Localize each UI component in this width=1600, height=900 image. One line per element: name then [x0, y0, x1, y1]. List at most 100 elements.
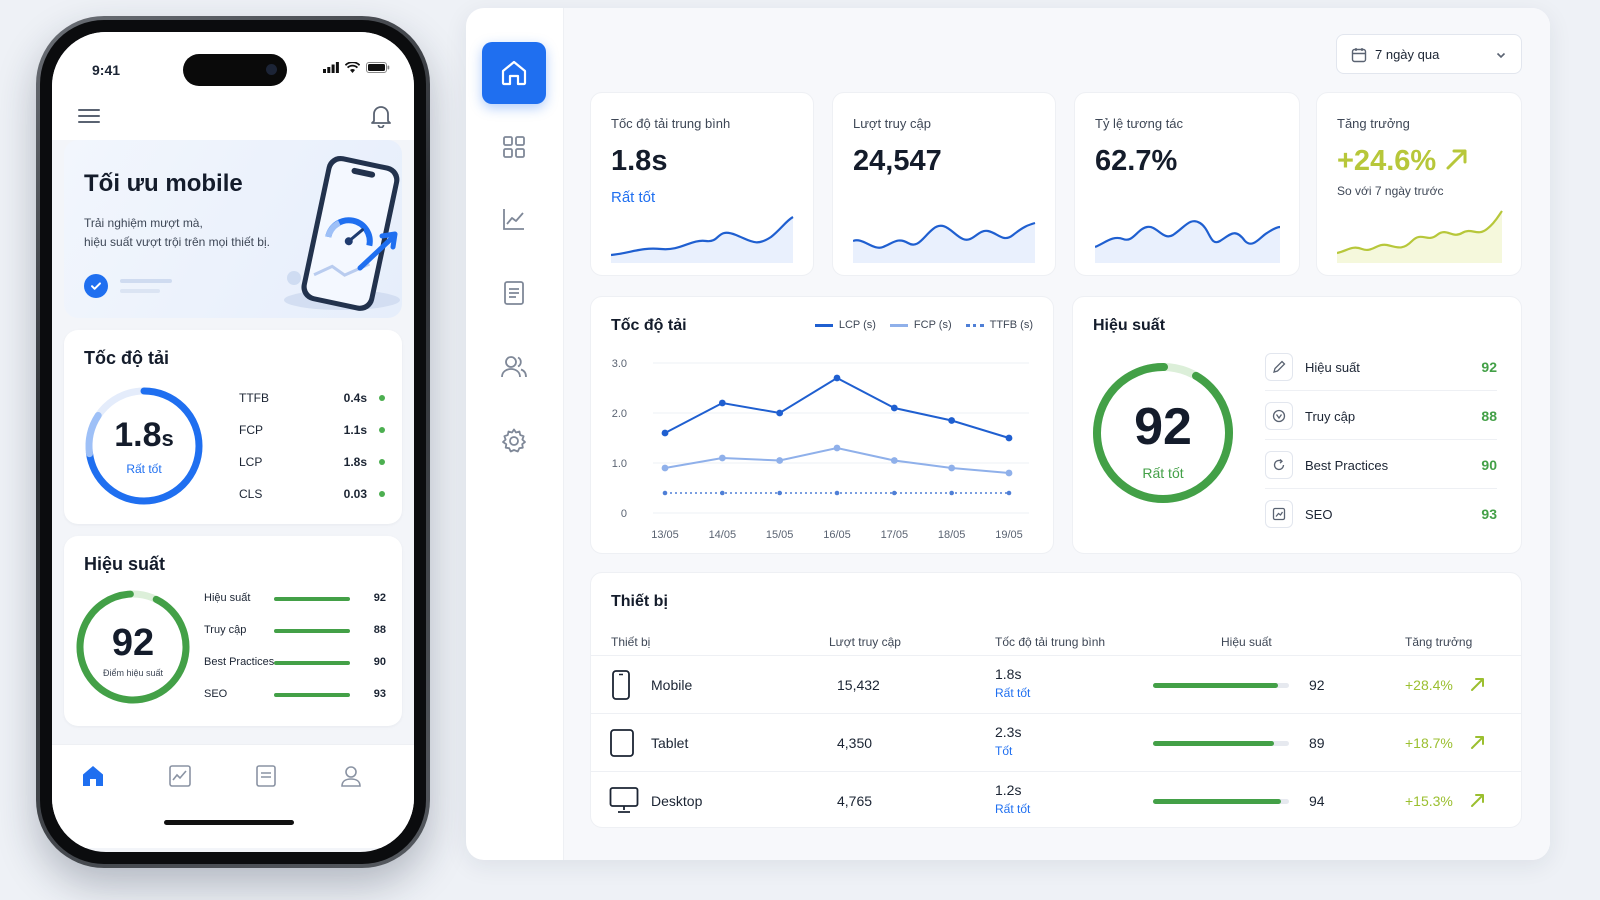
hero-decor-line [120, 279, 172, 283]
data-point [949, 490, 954, 496]
kpi-card-load-speed[interactable]: Tốc độ tải trung bình 1.8s Rất tốt [590, 92, 814, 276]
x-tick-label: 19/05 [995, 529, 1023, 541]
performance-item[interactable]: Hiệu suất 92 [1265, 343, 1497, 391]
chart-title: Tốc độ tải [611, 317, 687, 334]
device-score: 89 [1309, 735, 1325, 751]
dynamic-island [183, 54, 287, 86]
chart-icon [503, 209, 524, 230]
hero-subtitle: Trải nghiệm mượt mà, hiệu suất vượt trội… [84, 214, 294, 252]
kpi-value: +24.6% [1337, 145, 1470, 178]
hero-subtitle-line1: Trải nghiệm mượt mà, [84, 216, 203, 230]
device-growth: +15.3% [1405, 793, 1453, 809]
data-point [833, 374, 841, 382]
trend-chart-icon [1265, 500, 1293, 528]
series-line [664, 376, 1010, 439]
settings-icon [502, 428, 526, 453]
table-row[interactable]: Tablet 4,350 2.3s Tốt 89 +18.7% [591, 713, 1521, 771]
sparkline [611, 216, 794, 263]
data-point [948, 417, 956, 424]
column-header[interactable]: Thiết bị [611, 635, 651, 649]
kpi-card-engagement[interactable]: Tỷ lệ tương tác 62.7% [1074, 92, 1300, 276]
data-point [718, 399, 726, 407]
phone-mockup: 9:41 Tối ưu mobile Trải nghiệm mượt mà, … [36, 16, 430, 868]
kpi-card-growth[interactable]: Tăng trưởng +24.6% So với 7 ngày trước [1316, 92, 1522, 276]
column-header[interactable]: Tốc độ tải trung bình [995, 635, 1106, 649]
progress-bar [274, 629, 350, 633]
dashboard-window: 7 ngày qua Tốc độ tải trung bình 1.8s Rấ… [466, 8, 1550, 860]
score-bar-fill [1153, 683, 1279, 688]
device-speed: 1.2s [995, 782, 1022, 798]
nav-users[interactable] [482, 336, 546, 398]
column-header[interactable]: Hiệu suất [1221, 635, 1272, 649]
nav-settings[interactable] [482, 410, 546, 472]
devices-title: Thiết bị [611, 593, 668, 610]
date-range-select[interactable]: 7 ngày qua [1336, 34, 1522, 74]
phone-speed-rating: Rất tốt [126, 462, 162, 476]
data-point [890, 404, 898, 412]
device-speed: 2.3s [995, 724, 1022, 740]
kpi-card-visits[interactable]: Lượt truy cập 24,547 [832, 92, 1056, 276]
nav-grid[interactable] [482, 116, 546, 178]
device-visits: 4,765 [837, 793, 873, 809]
data-point [948, 464, 956, 472]
tab-reports[interactable] [251, 761, 281, 791]
performance-item[interactable]: Best Practices 90 [1265, 441, 1497, 489]
device-growth: +28.4% [1405, 677, 1453, 693]
nav-reports[interactable] [482, 262, 546, 324]
phone-performance-title: Hiệu suất [84, 554, 166, 574]
kpi-value: 1.8s [611, 145, 668, 177]
menu-icon[interactable] [78, 108, 100, 124]
bell-icon[interactable] [370, 104, 392, 128]
legend-item[interactable]: LCP (s) [814, 319, 876, 331]
performance-gauge [1093, 363, 1233, 503]
phone-tab-bar [52, 744, 414, 848]
home-icon [83, 766, 103, 786]
battery-icon [366, 62, 390, 73]
tab-profile[interactable] [336, 761, 366, 791]
kpi-value: 24,547 [853, 145, 942, 177]
nav-analytics[interactable] [482, 188, 546, 250]
status-dot [379, 491, 385, 497]
performance-panel: Hiệu suất 92 Rất tốt Hiệu suất 92 Truy cậ… [1072, 296, 1522, 554]
performance-item[interactable]: SEO 93 [1265, 490, 1497, 538]
table-row[interactable]: Mobile 15,432 1.8s Rất tốt 92 +28.4% [591, 655, 1521, 713]
phone-speed-value: 1.8s [114, 416, 174, 454]
sparkline [1095, 220, 1281, 263]
data-point [1005, 434, 1013, 442]
tab-home[interactable] [78, 761, 108, 791]
chevron-down-icon [1496, 52, 1506, 59]
legend-item[interactable]: FCP (s) [889, 319, 952, 331]
phone-bezel: 9:41 Tối ưu mobile Trải nghiệm mượt mà, … [40, 20, 426, 864]
data-point [776, 457, 784, 464]
table-row[interactable]: Desktop 4,765 1.2s Rất tốt 94 +15.3% [591, 771, 1521, 829]
devices-panel: Thiết bị Thiết bị Lượt truy cập Tốc độ t… [590, 572, 1522, 828]
phone-performance-label: Điểm hiệu suất [102, 668, 164, 678]
phone-speed-illustration [284, 155, 400, 311]
column-header[interactable]: Tăng trưởng [1405, 635, 1473, 649]
score-bar-track [1153, 683, 1289, 688]
x-tick-label: 16/05 [823, 529, 851, 541]
document-icon [256, 765, 276, 787]
x-tick-label: 17/05 [881, 529, 909, 541]
legend-item[interactable]: TTFB (s) [965, 319, 1033, 331]
chart-icon [169, 765, 191, 787]
hero-title: Tối ưu mobile [84, 170, 243, 197]
progress-bar [274, 661, 350, 665]
column-header[interactable]: Lượt truy cập [829, 635, 901, 649]
hero-subtitle-line2: hiệu suất vượt trội trên mọi thiết bị. [84, 235, 270, 249]
trend-up-icon [1446, 149, 1467, 170]
device-score: 92 [1309, 677, 1325, 693]
home-indicator [164, 820, 294, 825]
desktop-icon [609, 787, 639, 813]
y-tick-label: 3.0 [612, 358, 627, 370]
device-name: Desktop [651, 793, 703, 809]
performance-title: Hiệu suất [1093, 317, 1166, 334]
legend-swatch [814, 323, 833, 327]
data-point [776, 409, 784, 417]
performance-item[interactable]: Truy cập 88 [1265, 392, 1497, 440]
sparkline [1337, 210, 1503, 263]
nav-home[interactable] [482, 42, 546, 104]
sparkline [853, 221, 1036, 263]
load-speed-chart-panel: Tốc độ tải LCP (s) FCP (s) TTFB (s) 0 1.0… [590, 296, 1054, 554]
tab-analytics[interactable] [165, 761, 195, 791]
